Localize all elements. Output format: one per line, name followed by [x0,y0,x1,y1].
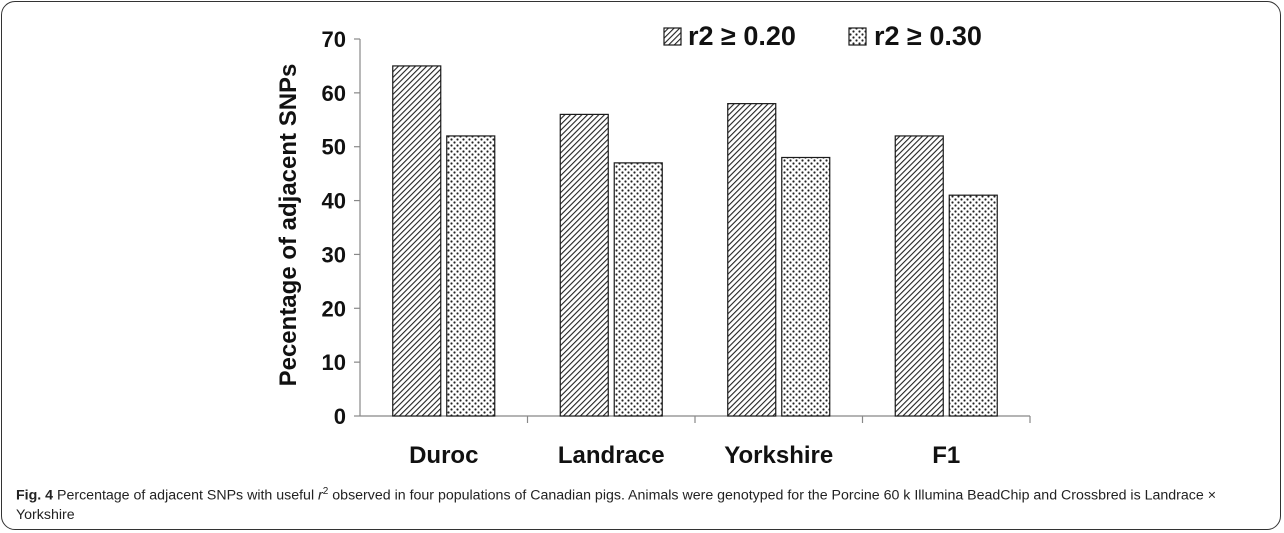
bar-yorkshire-series-1 [727,103,777,417]
y-tick-label: 30 [322,242,346,267]
y-tick-label: 50 [322,135,346,160]
x-tick-label-duroc: Duroc [409,442,478,469]
legend-label-1: r2 ≥ 0.20 [688,21,796,51]
legend: r2 ≥ 0.20 r2 ≥ 0.30 [663,21,982,51]
x-tick-label-landrace: Landrace [558,442,665,469]
x-tick-label-yorkshire: Yorkshire [724,442,833,469]
legend-swatch-2 [848,27,867,46]
bar-duroc-series-2 [446,135,496,417]
y-tick-label: 0 [334,404,346,429]
y-tick-label: 60 [322,81,346,106]
caption-text-before: Percentage of adjacent SNPs with useful [53,487,319,504]
axes-group: 0 10 20 30 40 50 60 70 Duroc Landrace Yorkshire F1 [322,27,1031,469]
bar-f1-series-2 [948,194,998,417]
caption-superscript: 2 [322,486,329,497]
figure-caption: Fig. 4 Percentage of adjacent SNPs with … [16,482,1266,525]
bar-f1-series-1 [894,135,944,417]
x-tick-label-f1: F1 [932,442,960,469]
legend-swatch-1 [663,27,682,46]
caption-label: Fig. 4 [16,487,54,504]
bar-yorkshire-series-2 [781,156,831,417]
y-axis-label: Pecentage of adjacent SNPs [275,64,302,387]
caption-text-after: observed in four populations of Canadian… [16,487,1216,523]
bar-landrace-series-1 [559,113,609,417]
legend-label-2: r2 ≥ 0.30 [874,21,982,51]
y-tick-label: 20 [322,296,346,321]
y-tick-label: 40 [322,189,346,214]
bars-group [392,65,998,417]
bar-duroc-series-1 [392,65,442,417]
y-tick-label: 70 [322,27,346,52]
bar-landrace-series-2 [613,162,663,417]
y-tick-label: 10 [322,350,346,375]
caption-r-symbol: r [318,487,323,504]
